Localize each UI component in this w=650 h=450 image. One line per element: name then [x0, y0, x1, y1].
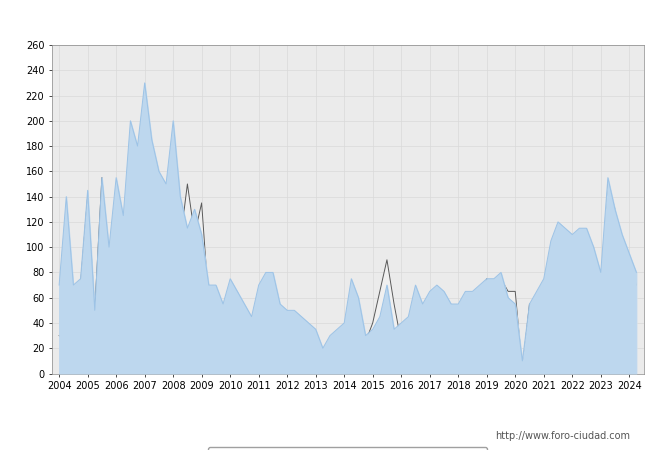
Text: Cuevas del Almanzora - Evolucion del Nº de Transacciones Inmobiliarias: Cuevas del Almanzora - Evolucion del Nº … [49, 13, 601, 28]
Legend: Viviendas Nuevas, Viviendas Usadas: Viviendas Nuevas, Viviendas Usadas [208, 447, 488, 450]
Text: http://www.foro-ciudad.com: http://www.foro-ciudad.com [495, 431, 630, 441]
